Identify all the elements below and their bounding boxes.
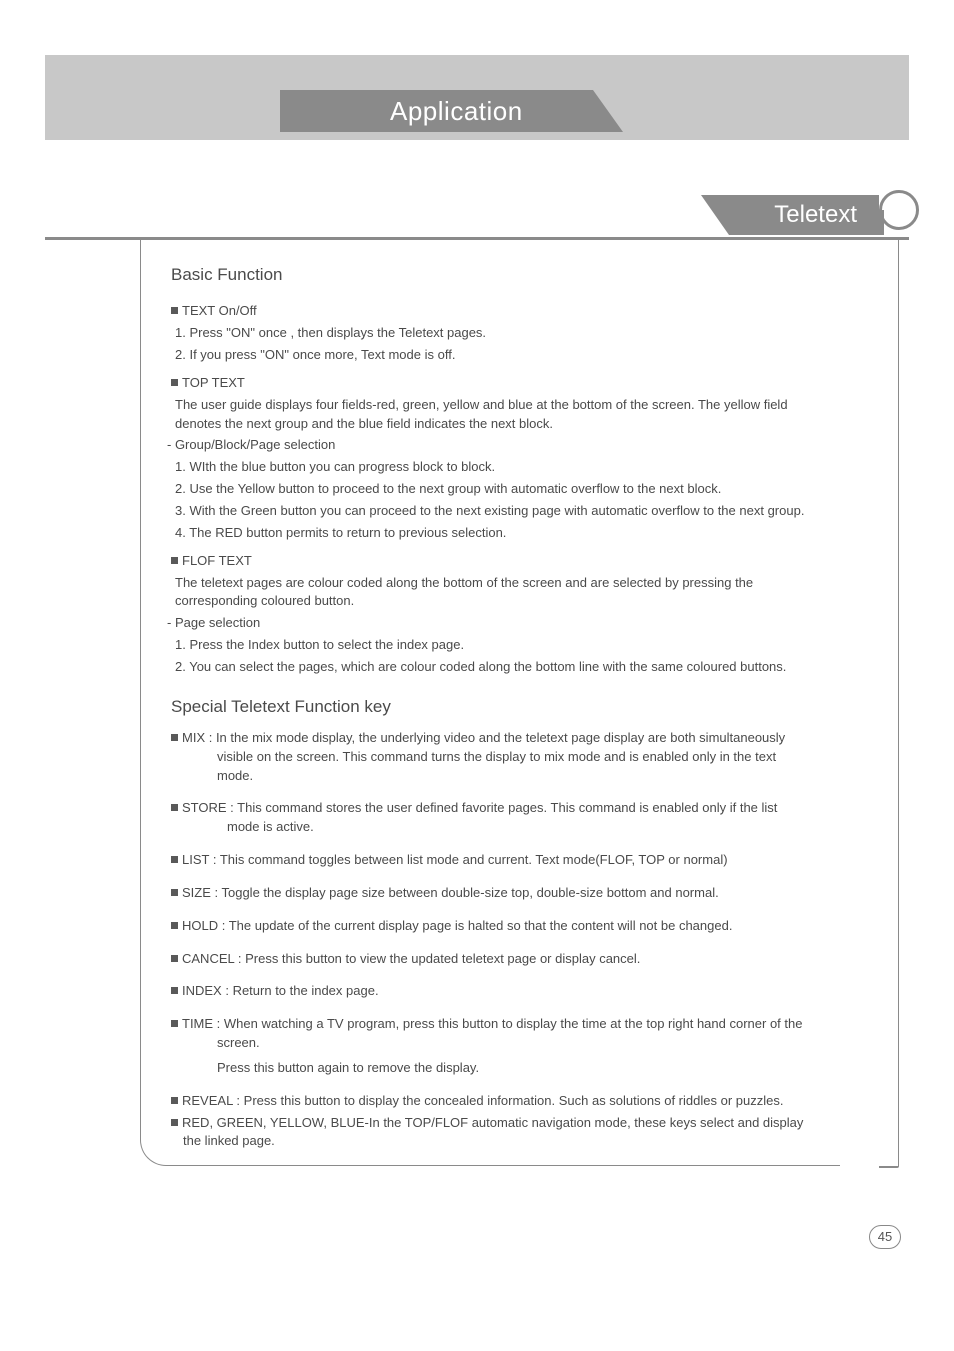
mix-cont2: mode. — [171, 767, 821, 786]
flof-text-subhead: - Page selection — [167, 614, 817, 633]
top-text-step3: 3. With the Green button you can proceed… — [175, 502, 825, 521]
flof-step2: 2. You can select the pages, which are c… — [175, 658, 825, 677]
square-bullet-icon — [171, 804, 178, 811]
mix-item: MIX : In the mix mode display, the under… — [171, 729, 821, 786]
text-onoff-step2: 2. If you press "ON" once more, Text mod… — [175, 346, 825, 365]
cancel-line: CANCEL : Press this button to view the u… — [182, 951, 640, 966]
square-bullet-icon — [171, 307, 178, 314]
store-line: STORE : This command stores the user def… — [182, 800, 777, 815]
basic-function-heading: Basic Function — [171, 265, 840, 285]
store-cont1: mode is active. — [171, 818, 821, 837]
list-line: LIST : This command toggles between list… — [182, 852, 728, 867]
text-onoff-step1: 1. Press "ON" once , then displays the T… — [175, 324, 825, 343]
time-cont1: screen. — [171, 1034, 821, 1053]
size-item: SIZE : Toggle the display page size betw… — [171, 884, 821, 903]
time-cont2: Press this button again to remove the di… — [171, 1059, 821, 1078]
top-text-step2: 2. Use the Yellow button to proceed to t… — [175, 480, 825, 499]
top-text-step4: 4. The RED button permits to return to p… — [175, 524, 825, 543]
color-keys-item: RED, GREEN, YELLOW, BLUE-In the TOP/FLOF… — [171, 1114, 821, 1152]
section-badge: Teletext — [729, 195, 879, 235]
flof-step1: 1. Press the Index button to select the … — [175, 636, 825, 655]
top-text-label: TOP TEXT — [182, 375, 245, 390]
size-line: SIZE : Toggle the display page size betw… — [182, 885, 719, 900]
time-item: TIME : When watching a TV program, press… — [171, 1015, 821, 1078]
mix-cont1: visible on the screen. This command turn… — [171, 748, 821, 767]
flof-text-desc: The teletext pages are colour coded alon… — [175, 574, 825, 612]
flof-text-label: FLOF TEXT — [182, 553, 252, 568]
top-text-head: TOP TEXT — [171, 375, 840, 390]
top-text-subhead: - Group/Block/Page selection — [167, 436, 817, 455]
reveal-line: REVEAL : Press this button to display th… — [182, 1093, 783, 1108]
content-frame: Basic Function TEXT On/Off 1. Press "ON"… — [140, 240, 840, 1166]
page-number: 45 — [869, 1225, 901, 1249]
square-bullet-icon — [171, 1020, 178, 1027]
time-line: TIME : When watching a TV program, press… — [182, 1016, 802, 1031]
frame-right-border — [898, 237, 900, 1166]
badge-circle-icon — [879, 190, 919, 230]
square-bullet-icon — [171, 987, 178, 994]
text-onoff-head: TEXT On/Off — [171, 303, 840, 318]
ribbon-title: Application — [280, 90, 593, 132]
store-item: STORE : This command stores the user def… — [171, 799, 821, 837]
flof-text-block: FLOF TEXT The teletext pages are colour … — [171, 553, 840, 677]
list-item: LIST : This command toggles between list… — [171, 851, 821, 870]
section-underline — [45, 237, 909, 240]
special-function-heading: Special Teletext Function key — [171, 697, 840, 717]
square-bullet-icon — [171, 889, 178, 896]
top-text-block: TOP TEXT The user guide displays four fi… — [171, 375, 840, 543]
square-bullet-icon — [171, 922, 178, 929]
square-bullet-icon — [171, 379, 178, 386]
section-bar: Teletext — [45, 195, 909, 240]
square-bullet-icon — [171, 1119, 178, 1126]
top-text-step1: 1. WIth the blue button you can progress… — [175, 458, 825, 477]
square-bullet-icon — [171, 955, 178, 962]
square-bullet-icon — [171, 557, 178, 564]
text-onoff-label: TEXT On/Off — [182, 303, 257, 318]
cancel-item: CANCEL : Press this button to view the u… — [171, 950, 821, 969]
top-text-desc: The user guide displays four fields-red,… — [175, 396, 825, 434]
square-bullet-icon — [171, 734, 178, 741]
flof-text-head: FLOF TEXT — [171, 553, 840, 568]
colors-cont1: the linked page. — [171, 1132, 821, 1151]
mix-line: MIX : In the mix mode display, the under… — [182, 730, 785, 745]
header-ribbon: Application — [0, 90, 954, 150]
square-bullet-icon — [171, 1097, 178, 1104]
colors-line: RED, GREEN, YELLOW, BLUE-In the TOP/FLOF… — [182, 1115, 803, 1130]
index-item: INDEX : Return to the index page. — [171, 982, 821, 1001]
hold-line: HOLD : The update of the current display… — [182, 918, 732, 933]
reveal-item: REVEAL : Press this button to display th… — [171, 1092, 821, 1111]
hold-item: HOLD : The update of the current display… — [171, 917, 821, 936]
text-onoff-block: TEXT On/Off 1. Press "ON" once , then di… — [171, 303, 840, 365]
index-line: INDEX : Return to the index page. — [182, 983, 379, 998]
square-bullet-icon — [171, 856, 178, 863]
